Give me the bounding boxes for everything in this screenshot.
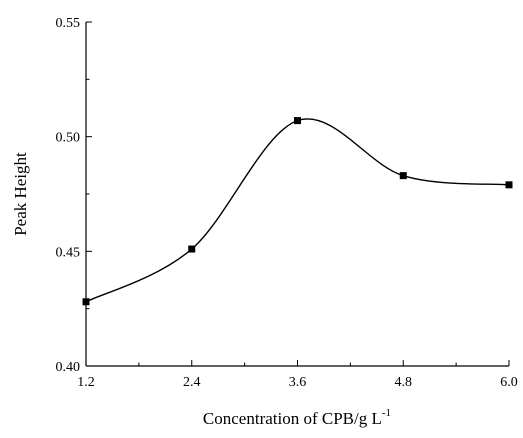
y-tick-label: 0.40: [56, 360, 81, 375]
axes: [85, 22, 509, 367]
tick-labels: 0.40 0.45 0.50 0.55 1.2 2.4 3.6 4.8 6.0: [56, 16, 518, 390]
x-tick-label: 6.0: [500, 375, 518, 390]
data-point-marker: [82, 298, 90, 306]
x-axis-title-main: Concentration of CPB/g L: [203, 409, 382, 428]
x-axis-title: Concentration of CPB/g L-1: [203, 407, 391, 428]
x-tick-label: 4.8: [395, 375, 413, 390]
y-axis-title: Peak Height: [11, 152, 30, 236]
y-tick-label: 0.50: [56, 131, 81, 146]
x-tick-label: 2.4: [183, 375, 201, 390]
y-tick-label: 0.55: [56, 16, 81, 31]
x-axis-title-superscript: -1: [382, 407, 391, 419]
data-point-marker: [188, 245, 196, 253]
data-point-marker: [505, 181, 513, 189]
y-tick-label: 0.45: [56, 245, 81, 260]
data-point-marker: [294, 117, 301, 125]
x-tick-label: 3.6: [289, 375, 307, 390]
data-point-marker: [399, 172, 407, 180]
data-points: [82, 117, 513, 306]
tick-marks: [85, 21, 510, 367]
x-tick-label: 1.2: [77, 375, 95, 390]
series: [85, 118, 510, 303]
series-line: [85, 118, 510, 303]
